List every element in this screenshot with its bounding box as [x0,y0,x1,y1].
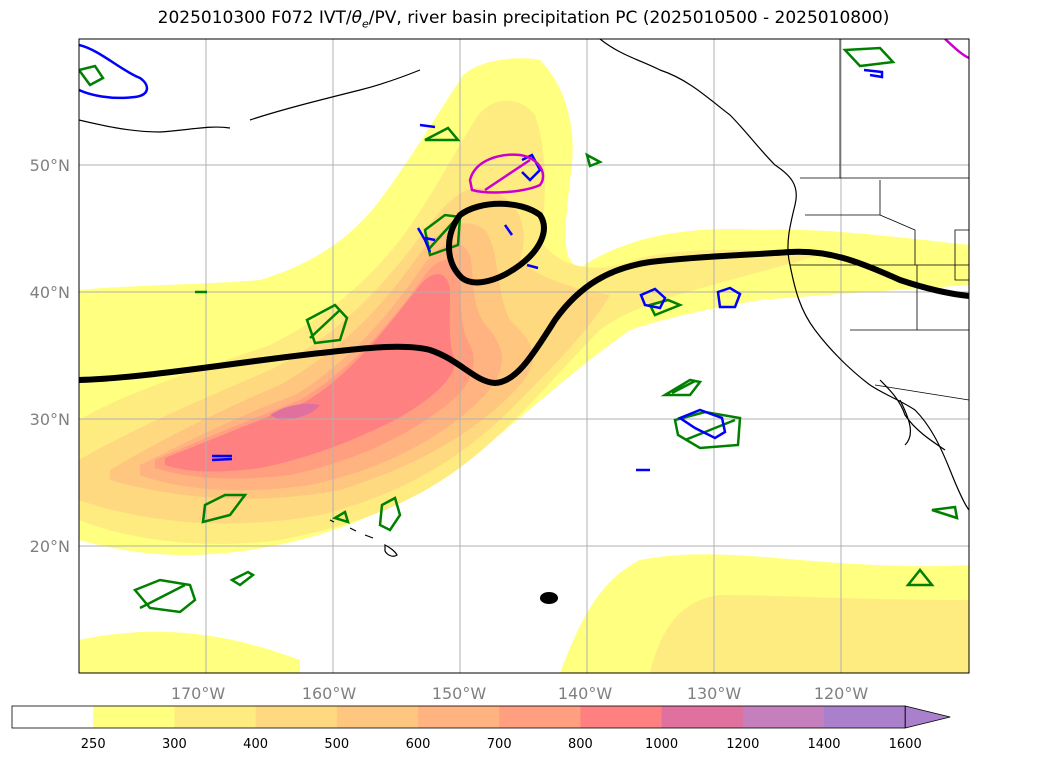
pv-green-4 [585,152,603,168]
colorbar-swatch [255,706,338,728]
title-prefix: 2025010300 F072 IVT/ [157,8,352,28]
colorbar-swatch [580,706,663,728]
pv-green-11 [378,496,402,532]
pv-green-13 [132,578,197,614]
pv-blue-1 [79,43,149,100]
colorbar-swatch [12,706,94,728]
lat-label: 40°N [30,283,70,302]
pv-green-14 [229,570,256,587]
pv-green-8 [660,378,703,397]
colorbar-tick-label: 1200 [726,737,759,752]
pv-contours-green [79,46,959,614]
pv-blue-7 [639,287,667,310]
colorbar-swatch [336,706,419,728]
pv-contours-magenta [468,39,969,194]
pv-magenta-2 [944,39,969,60]
political-borders [790,39,969,401]
pv-magenta-1 [468,153,545,194]
colorbar-swatch [661,706,744,728]
lat-label: 50°N [30,156,70,175]
pv-green-1 [79,64,105,87]
lon-label: 120°W [814,684,869,703]
colorbar-tick-label: 500 [324,737,349,752]
colorbar-extend-arrow [904,705,951,729]
colorbar-tick-label: 1600 [889,737,922,752]
lon-label: 130°W [687,684,742,703]
lat-label: 20°N [30,537,70,556]
pv-blue-4 [416,227,436,253]
ivt-fill-layer [79,58,969,673]
ivt-band-250-sw [79,631,300,673]
pv-green-2 [842,46,896,68]
pv-green-3 [424,126,461,142]
ivt-band-1000 [270,403,320,420]
title-suffix: /PV, river basin precipitation PC (20250… [368,8,890,28]
theta-e-contour [79,200,969,604]
longitude-labels: 170°W 160°W 150°W 140°W 130°W 120°W [171,684,869,703]
colorbar-tick-label: 1000 [645,737,678,752]
pv-green-6 [305,303,349,345]
coastline-layer [79,39,969,557]
lon-label: 150°W [432,684,487,703]
pv-blue-6 [526,263,539,270]
colorbar-swatch [824,706,906,728]
lon-label: 160°W [302,684,357,703]
colorbar-tick-label: 600 [406,737,431,752]
pv-blue-5 [503,224,514,236]
coastline-north-america [599,39,969,511]
latitude-labels: 50°N 40°N 30°N 20°N [30,156,70,556]
colorbar-frame [11,705,906,729]
lon-label: 140°W [558,684,613,703]
ivt-band-800 [165,274,455,472]
colorbar-tick-label: 300 [162,737,187,752]
title-theta: θ [351,8,362,28]
colorbar-swatch [499,706,581,728]
colorbar-swatch [93,706,175,728]
hawaii-islands [329,519,398,557]
theta-e-small-blob [540,592,558,604]
baja-coast [879,379,946,451]
colorbar-tick-label: 400 [243,737,268,752]
colorbar-tick-label: 700 [487,737,512,752]
lon-label: 170°W [171,684,226,703]
pv-green-12 [331,510,350,524]
theta-e-line [79,248,969,387]
pv-blue-8 [716,286,742,309]
ivt-band-700 [155,260,474,479]
pv-blue-11 [211,454,233,462]
pv-blue-9 [677,408,727,440]
colorbar: 250 300 400 500 600 700 800 1000 1200 1400 1600 [11,705,951,752]
colorbar-tick-label: 250 [81,737,106,752]
colorbar-tick-label: 800 [568,737,593,752]
pv-green-15 [905,567,935,587]
pv-blue-12 [863,68,884,79]
ivt-band-300-south [650,595,969,673]
map-frame [78,38,970,674]
colorbar-swatch [174,706,257,728]
chart-title: 2025010300 F072 IVT/θe/PV, river basin p… [0,8,1047,30]
pv-green-10 [201,493,248,524]
pv-blue-2 [419,123,436,129]
lat-label: 30°N [30,410,70,429]
pv-green-16 [931,505,959,520]
coastline-alaska [79,69,421,133]
colorbar-swatch [742,706,825,728]
colorbar-tick-label: 1400 [807,737,840,752]
colorbar-swatch [418,706,500,728]
theta-e-closed-loop [446,200,547,286]
title-theta-subscript: e [362,17,369,31]
